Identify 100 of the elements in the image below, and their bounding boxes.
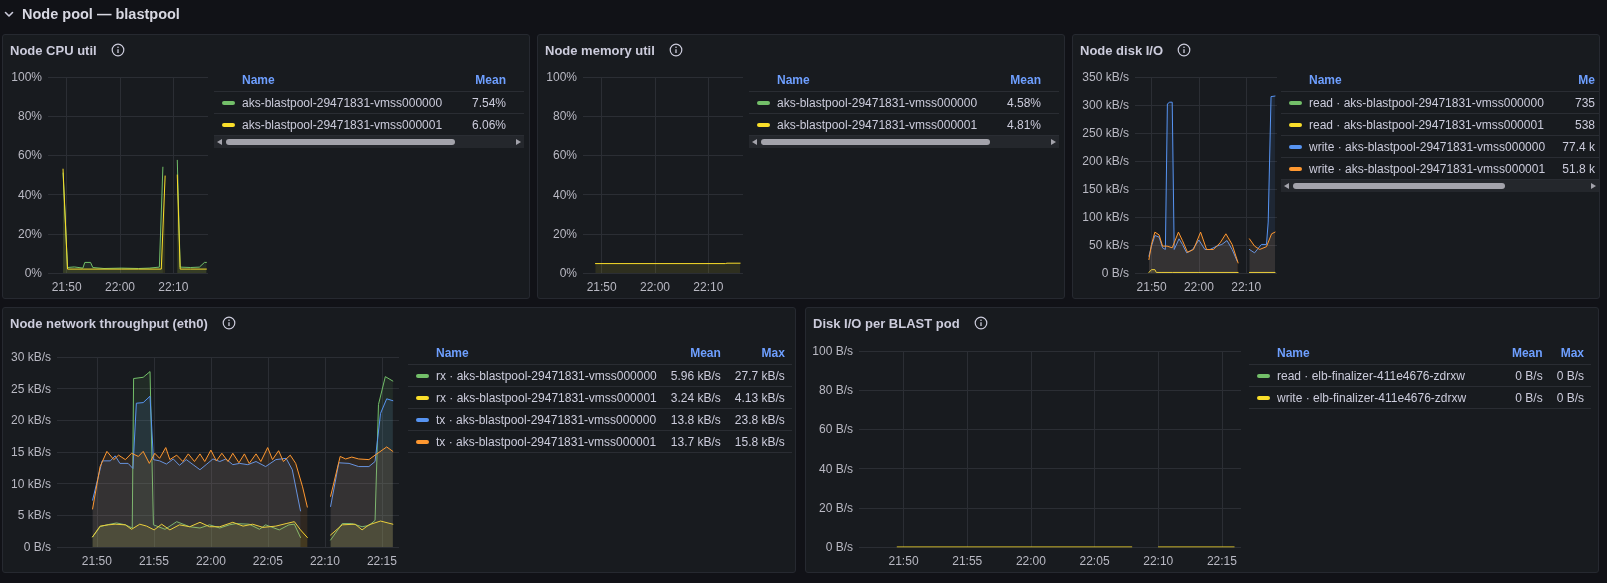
y-tick-label: 300 kB/s — [1082, 98, 1129, 112]
x-tick-label: 22:05 — [1079, 554, 1110, 568]
x-tick-label: 21:50 — [888, 554, 919, 568]
x-tick-label: 22:00 — [639, 280, 671, 294]
text: 0 B/s — [1497, 386, 1543, 409]
y-tick-label: 0 B/s — [825, 540, 853, 554]
x-tick-label: 22:15 — [1206, 554, 1238, 568]
x-tick-label: 22:10 — [309, 554, 341, 568]
text: 6.06% — [457, 113, 524, 136]
text: Node pool — blastpool — [22, 6, 180, 22]
y-tick-label: 15 kB/s — [10, 445, 51, 459]
y-tick-label: 100 B/s — [812, 344, 853, 358]
text: 0 B/s — [1542, 386, 1591, 409]
text: Max — [720, 342, 792, 365]
text: 4.13 kB/s — [720, 386, 792, 409]
legend-label: rx · aks-blastpool-29471831-vmss000001 — [436, 386, 657, 409]
y-tick-label: 40% — [17, 187, 43, 202]
x-tick-label: 21:50 — [1136, 280, 1167, 294]
x-tick-label: 22:00 — [1015, 554, 1047, 568]
y-tick-label: 80% — [552, 109, 578, 124]
y-tick-label: 200 kB/s — [1082, 154, 1129, 168]
y-tick-label: 50 kB/s — [1088, 238, 1129, 252]
y-tick-label: 60% — [17, 148, 43, 163]
text: Mean — [457, 69, 524, 92]
x-tick-label: 22:05 — [252, 554, 284, 568]
y-tick-label: 100 kB/s — [1082, 210, 1129, 224]
legend-label: aks-blastpool-29471831-vmss000000 — [777, 91, 993, 114]
x-tick-label: 22:10 — [1231, 280, 1262, 294]
x-tick-label: 22:00 — [195, 554, 227, 568]
y-tick-label: 20 B/s — [818, 500, 853, 515]
y-tick-label: 100% — [11, 70, 43, 84]
y-tick-label: 150 kB/s — [1082, 182, 1129, 196]
chart-title: Disk I/O per BLAST pod — [813, 315, 960, 331]
text: 23.8 kB/s — [720, 408, 792, 431]
legend-label: read · elb-finalizer-411e4676-zdrxw — [1277, 364, 1498, 387]
x-tick-label: 22:10 — [158, 280, 189, 294]
text: 5.96 kB/s — [656, 364, 721, 387]
text: 27.7 kB/s — [720, 364, 792, 387]
y-tick-label: 10 kB/s — [10, 476, 51, 491]
text: 13.8 kB/s — [656, 408, 721, 431]
x-tick-label: 21:50 — [81, 554, 113, 568]
y-tick-label: 30 kB/s — [10, 350, 51, 364]
text: 3.24 kB/s — [656, 386, 721, 409]
chart-title: Node CPU util — [10, 42, 97, 58]
text: 15.8 kB/s — [720, 430, 792, 453]
legend-title: Name — [436, 342, 657, 365]
chart-title: Node disk I/O — [1080, 42, 1164, 58]
y-tick-label: 350 kB/s — [1082, 70, 1129, 84]
legend-title: Name — [242, 69, 458, 92]
y-tick-label: 0 B/s — [23, 540, 51, 554]
y-tick-label: 0 B/s — [1101, 266, 1129, 280]
y-tick-label: 20 kB/s — [10, 413, 51, 428]
y-tick-label: 0% — [24, 266, 43, 280]
x-tick-label: 22:15 — [366, 554, 398, 568]
text: Me — [1548, 69, 1599, 92]
text: 13.7 kB/s — [656, 430, 721, 453]
y-tick-label: 5 kB/s — [17, 508, 51, 523]
text: 77.4 k — [1548, 135, 1599, 158]
text: Mean — [656, 342, 721, 365]
chart-title: Node memory util — [545, 42, 655, 58]
x-tick-label: 22:00 — [1183, 280, 1215, 294]
legend-label: tx · aks-blastpool-29471831-vmss000001 — [436, 430, 657, 453]
x-tick-label: 21:55 — [138, 554, 170, 568]
text: Mean — [1497, 342, 1543, 365]
y-tick-label: 40 B/s — [818, 461, 853, 476]
text: 538 — [1548, 113, 1599, 136]
text: 0 B/s — [1542, 364, 1591, 387]
legend-label: aks-blastpool-29471831-vmss000000 — [242, 91, 458, 114]
legend-label: write · aks-blastpool-29471831-vmss000001 — [1309, 157, 1549, 180]
text: 7.54% — [457, 91, 524, 114]
legend-label: aks-blastpool-29471831-vmss000001 — [242, 113, 458, 136]
legend-title: Name — [777, 69, 993, 92]
y-tick-label: 80 B/s — [818, 383, 853, 398]
legend-label: write · elb-finalizer-411e4676-zdrxw — [1277, 386, 1498, 409]
text: 4.81% — [992, 113, 1059, 136]
text: Mean — [992, 69, 1059, 92]
x-tick-label: 21:55 — [952, 554, 983, 568]
legend-label: rx · aks-blastpool-29471831-vmss000000 — [436, 364, 657, 387]
x-tick-label: 22:10 — [693, 280, 724, 294]
text: 4.58% — [992, 91, 1059, 114]
y-tick-label: 60% — [552, 148, 578, 163]
y-tick-label: 25 kB/s — [10, 381, 51, 396]
x-tick-label: 21:50 — [586, 280, 617, 294]
text: 0 B/s — [1497, 364, 1543, 387]
legend-label: write · aks-blastpool-29471831-vmss000000 — [1309, 135, 1549, 158]
legend-title: Name — [1309, 69, 1549, 92]
y-tick-label: 100% — [546, 70, 578, 84]
y-tick-label: 60 B/s — [818, 422, 853, 437]
x-tick-label: 22:10 — [1143, 554, 1174, 568]
y-tick-label: 0% — [559, 266, 578, 280]
text: Max — [1542, 342, 1591, 365]
legend-label: tx · aks-blastpool-29471831-vmss000000 — [436, 408, 657, 431]
x-tick-label: 21:50 — [51, 280, 82, 294]
y-tick-label: 40% — [552, 187, 578, 202]
legend-title: Name — [1277, 342, 1498, 365]
y-tick-label: 250 kB/s — [1082, 126, 1129, 140]
legend-label: read · aks-blastpool-29471831-vmss000001 — [1309, 113, 1549, 136]
text: 735 — [1548, 91, 1599, 114]
y-tick-label: 80% — [17, 109, 43, 124]
chart-title: Node network throughput (eth0) — [10, 315, 208, 331]
